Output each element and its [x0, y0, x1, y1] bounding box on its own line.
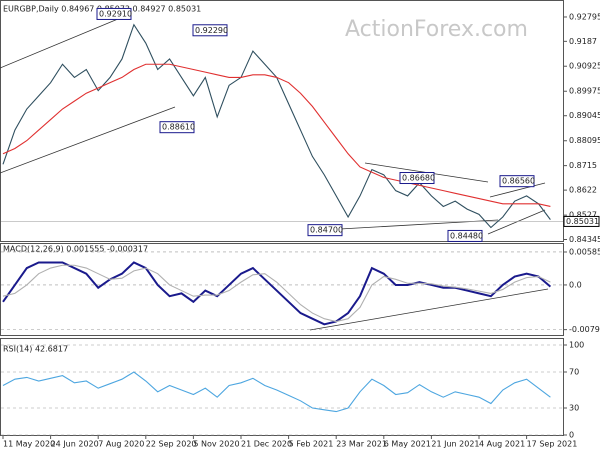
x-tick-label: 22 Sep 2020 [146, 440, 197, 449]
annotation-label: 0.92290 [195, 26, 228, 35]
x-tick-label: 7 Aug 2020 [98, 440, 144, 449]
x-tick-label: 17 Sep 2021 [527, 440, 578, 449]
y-tick-label: 100 [569, 341, 584, 350]
annotation-box [192, 24, 228, 37]
x-tick-label: 5 Feb 2021 [289, 440, 334, 449]
y-tick-label: -0.007945 [569, 325, 600, 334]
panel-title: RSI(14) 42.6817 [3, 345, 68, 354]
y-tick-label: 0.8715 [569, 161, 597, 170]
annotation-label: 0.84480 [450, 231, 483, 240]
y-tick-label: 0.88095 [569, 136, 600, 145]
watermark: ActionForex.com [345, 17, 528, 42]
series-line [2, 371, 551, 413]
y-tick-label: 0.9187 [569, 37, 597, 46]
x-tick-label: 4 Aug 2021 [479, 440, 525, 449]
x-tick-label: 21 Dec 2020 [241, 440, 292, 449]
annotation-box [96, 7, 132, 20]
y-tick-label: 0.8527 [569, 211, 597, 220]
y-tick-label: 0.92795 [569, 12, 600, 21]
series-line [2, 63, 551, 207]
y-tick-label: 0.90925 [569, 62, 600, 71]
frames [0, 0, 564, 436]
y-tick-label: 0.0 [569, 280, 582, 289]
annotation-box [159, 121, 195, 134]
series-line [2, 264, 551, 323]
annotation-label: 0.84700 [310, 226, 343, 235]
trend-lines [0, 13, 549, 331]
current-price-box [563, 215, 600, 227]
annotation-box [447, 229, 483, 242]
x-tick-label: 24 Jun 2020 [51, 440, 99, 449]
annotation-box [499, 175, 535, 188]
series-line [2, 261, 552, 326]
series-line [2, 23, 551, 229]
x-tick-label: 11 May 2020 [3, 440, 55, 449]
x-tick-label: 21 Jun 2021 [431, 440, 479, 449]
y-tick-label: 30 [569, 404, 579, 413]
y-tick-label: 0.005858 [569, 247, 600, 256]
y-tick-label: 0.89975 [569, 87, 600, 96]
current-price-label: 0.85031 [566, 217, 599, 226]
annotation-label: 0.88610 [162, 123, 195, 132]
x-tick-label: 5 Nov 2020 [193, 440, 239, 449]
y-tick-label: 0.89045 [569, 111, 600, 120]
y-tick-label: 0.84345 [569, 235, 600, 244]
x-tick-label: 23 Mar 2021 [336, 440, 387, 449]
annotation-box [399, 172, 435, 185]
annotation-label: 0.92910 [99, 9, 132, 18]
y-tick-label: 0.8622 [569, 186, 597, 195]
annotation-label: 0.86560 [502, 177, 535, 186]
x-tick-label: 6 May 2021 [384, 440, 431, 449]
annotation-label: 0.86680 [402, 174, 435, 183]
annotation-box [307, 224, 343, 237]
y-tick-label: 0 [569, 431, 574, 440]
y-tick-label: 70 [569, 368, 579, 377]
panel-title: MACD(12,26,9) 0.001555 -0.000317 [3, 245, 148, 254]
